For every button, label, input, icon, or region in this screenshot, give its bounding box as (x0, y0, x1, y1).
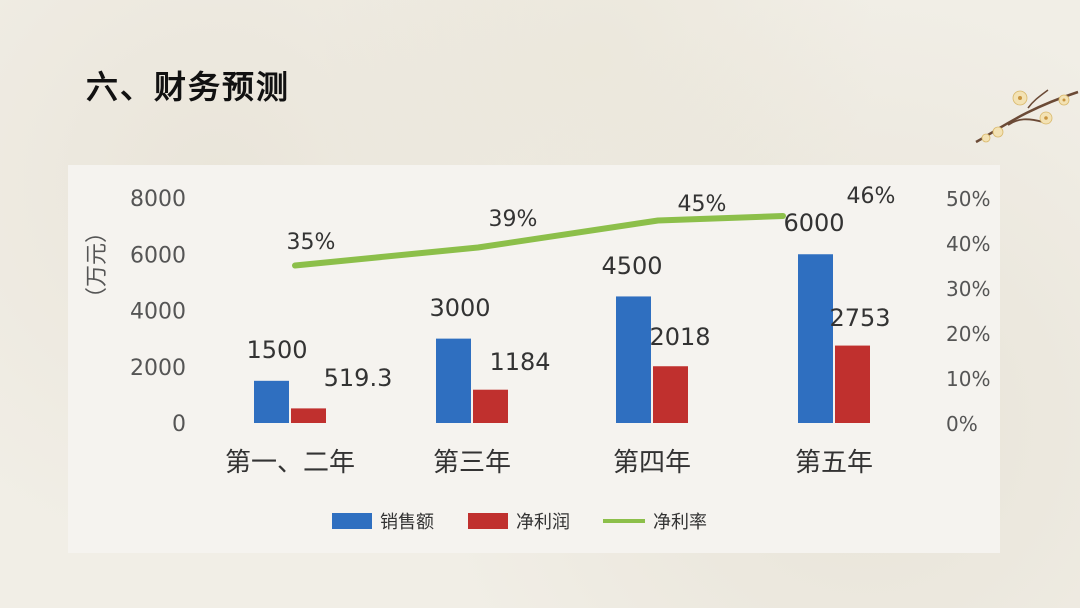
data-label-profit: 519.3 (324, 364, 393, 392)
data-label-profit: 2018 (649, 323, 710, 351)
data-label-rate: 45% (678, 192, 727, 217)
x-axis-category-label: 第五年 (795, 448, 873, 478)
data-label-profit: 2753 (829, 304, 890, 332)
y-axis-tick-label: 8000 (130, 187, 186, 212)
y-axis-tick-label: 2000 (130, 356, 186, 381)
legend-swatch (332, 513, 372, 529)
bar-sales (798, 254, 833, 423)
legend-swatch (468, 513, 508, 529)
y2-axis-tick-label: 30% (946, 277, 990, 301)
x-axis-category-label: 第一、二年 (225, 448, 355, 478)
y2-axis-tick-label: 50% (946, 187, 990, 211)
data-label-rate: 35% (287, 230, 336, 255)
x-axis-category-label: 第四年 (613, 448, 691, 478)
y2-axis-tick-label: 40% (946, 232, 990, 256)
y-axis-title: （万元） (85, 221, 110, 309)
y-axis-tick-label: 6000 (130, 243, 186, 268)
data-label-sales: 4500 (601, 252, 662, 280)
page-title: 六、财务预测 (86, 68, 291, 106)
bar-profit (835, 345, 870, 423)
y2-axis-tick-label: 0% (946, 412, 978, 436)
data-label-profit: 1184 (489, 348, 550, 376)
legend-label: 销售额 (380, 512, 434, 533)
legend-label: 净利润 (516, 512, 570, 533)
data-label-rate: 46% (847, 184, 896, 209)
y2-axis-tick-label: 20% (946, 322, 990, 346)
bar-sales (254, 380, 289, 423)
data-label-sales: 3000 (429, 294, 490, 322)
bar-sales (436, 338, 471, 423)
data-label-rate: 39% (489, 207, 538, 232)
x-axis-category-label: 第三年 (433, 448, 511, 478)
plum-blossom-decoration (975, 89, 1079, 144)
line-rate (292, 213, 786, 269)
data-label-sales: 6000 (783, 209, 844, 237)
combo-chart: 0 2000 4000 6000 8000 0% 10% 20% 30% 40% 50% （万元） 第一… (85, 184, 990, 533)
y-axis-tick-label: 0 (172, 412, 186, 437)
bar-profit (291, 408, 326, 423)
bar-profit (653, 366, 688, 423)
bar-sales (616, 296, 651, 423)
bar-profit (473, 389, 508, 423)
y-axis-tick-label: 4000 (130, 300, 186, 325)
y2-axis-tick-label: 10% (946, 367, 990, 391)
data-label-sales: 1500 (246, 336, 307, 364)
chart-panel: 0 2000 4000 6000 8000 0% 10% 20% 30% 40% 50% （万元） 第一… (68, 165, 1000, 553)
legend-label: 净利率 (653, 512, 707, 533)
